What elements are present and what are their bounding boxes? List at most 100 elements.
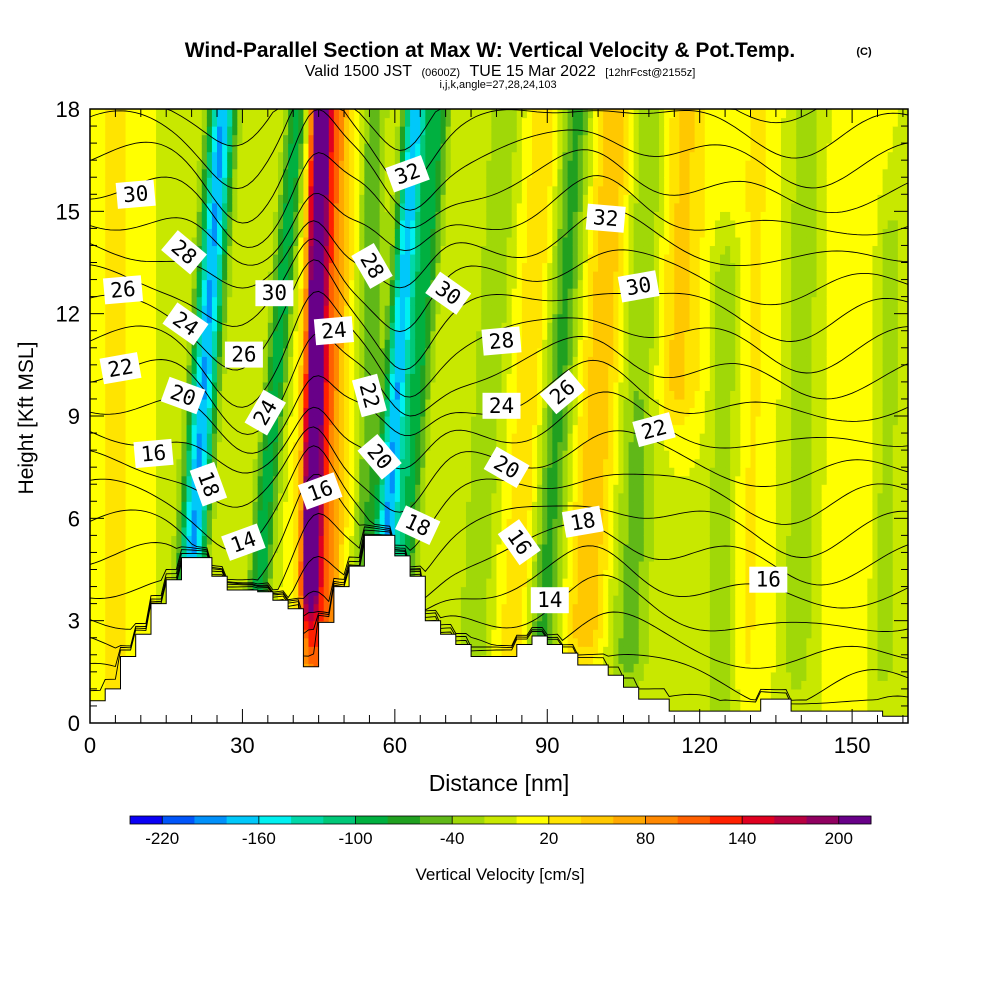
velocity-cell	[359, 322, 365, 332]
velocity-cell	[211, 416, 218, 426]
velocity-cell	[217, 194, 223, 204]
velocity-cell	[125, 620, 132, 630]
velocity-cell	[354, 475, 360, 485]
velocity-cell	[415, 484, 421, 494]
velocity-cell	[191, 535, 198, 545]
velocity-cell	[410, 501, 416, 511]
velocity-cell	[425, 586, 432, 596]
velocity-cell	[232, 441, 238, 451]
velocity-cell	[430, 475, 437, 485]
velocity-cell	[364, 202, 371, 212]
velocity-cell	[105, 313, 111, 323]
velocity-cell	[308, 620, 315, 630]
velocity-cell	[176, 433, 183, 443]
velocity-cell	[272, 151, 279, 161]
velocity-cell	[298, 228, 304, 238]
velocity-cell	[186, 450, 193, 460]
velocity-cell	[222, 509, 228, 519]
velocity-cell	[420, 202, 426, 212]
velocity-cell	[435, 586, 442, 596]
velocity-cell	[110, 322, 116, 332]
velocity-cell	[145, 629, 152, 639]
velocity-cell	[90, 381, 96, 392]
velocity-cell	[288, 467, 294, 477]
velocity-cell	[344, 202, 350, 212]
velocity-cell	[125, 526, 132, 536]
velocity-cell	[272, 381, 279, 392]
velocity-cell	[415, 416, 421, 426]
velocity-cell	[196, 433, 203, 443]
velocity-cell	[318, 194, 325, 204]
velocity-cell	[176, 509, 183, 519]
velocity-cell	[120, 305, 127, 315]
velocity-cell	[354, 126, 360, 136]
velocity-cell	[420, 492, 426, 502]
velocity-cell	[201, 407, 208, 417]
velocity-cell	[298, 595, 304, 605]
velocity-cell	[267, 211, 274, 221]
velocity-cell	[242, 390, 249, 400]
velocity-cell	[237, 211, 244, 221]
velocity-cell	[115, 458, 122, 468]
velocity-cell	[181, 441, 188, 451]
velocity-cell	[201, 296, 208, 306]
velocity-cell	[405, 535, 411, 545]
velocity-cell	[156, 416, 162, 426]
velocity-cell	[222, 313, 228, 323]
velocity-cell	[100, 381, 106, 392]
velocity-cell	[389, 484, 396, 494]
velocity-cell	[161, 143, 167, 153]
velocity-cell	[262, 433, 269, 443]
velocity-cell	[222, 518, 228, 528]
velocity-cell	[166, 160, 172, 170]
velocity-cell	[145, 433, 152, 443]
velocity-cell	[298, 381, 304, 392]
velocity-cell	[120, 339, 127, 349]
velocity-cell	[100, 416, 106, 426]
velocity-cell	[425, 245, 432, 255]
velocity-cell	[242, 475, 249, 485]
velocity-cell	[359, 168, 365, 178]
velocity-cell	[415, 450, 421, 460]
velocity-cell	[145, 509, 152, 519]
velocity-cell	[211, 126, 218, 136]
velocity-cell	[359, 288, 365, 298]
velocity-cell	[410, 236, 416, 247]
velocity-cell	[420, 228, 426, 238]
velocity-cell	[115, 654, 122, 664]
velocity-cell	[384, 416, 391, 426]
velocity-cell	[130, 236, 137, 247]
velocity-cell	[247, 441, 254, 451]
velocity-cell	[191, 134, 198, 144]
velocity-cell	[369, 134, 376, 144]
velocity-cell	[318, 560, 325, 571]
velocity-cell	[384, 398, 391, 409]
velocity-cell	[359, 228, 365, 238]
velocity-cell	[369, 339, 376, 349]
velocity-cell	[125, 381, 132, 392]
velocity-cell	[181, 288, 188, 298]
velocity-cell	[257, 160, 264, 170]
velocity-cell	[140, 253, 147, 264]
velocity-cell	[318, 518, 325, 528]
velocity-cell	[369, 219, 376, 229]
velocity-cell	[272, 484, 279, 494]
velocity-cell	[354, 458, 360, 468]
velocity-cell	[399, 185, 406, 195]
velocity-cell	[333, 194, 340, 204]
velocity-cell	[130, 595, 137, 605]
velocity-cell	[125, 578, 132, 588]
velocity-cell	[90, 228, 96, 238]
velocity-cell	[430, 126, 437, 136]
velocity-cell	[369, 492, 376, 502]
velocity-cell	[410, 185, 416, 195]
velocity-cell	[293, 330, 299, 340]
velocity-cell	[161, 126, 167, 136]
velocity-cell	[293, 364, 299, 374]
velocity-cell	[191, 168, 198, 178]
velocity-cell	[110, 117, 116, 127]
velocity-cell	[176, 467, 183, 477]
velocity-cell	[90, 339, 96, 349]
velocity-cell	[100, 552, 106, 562]
velocity-cell	[323, 228, 330, 238]
